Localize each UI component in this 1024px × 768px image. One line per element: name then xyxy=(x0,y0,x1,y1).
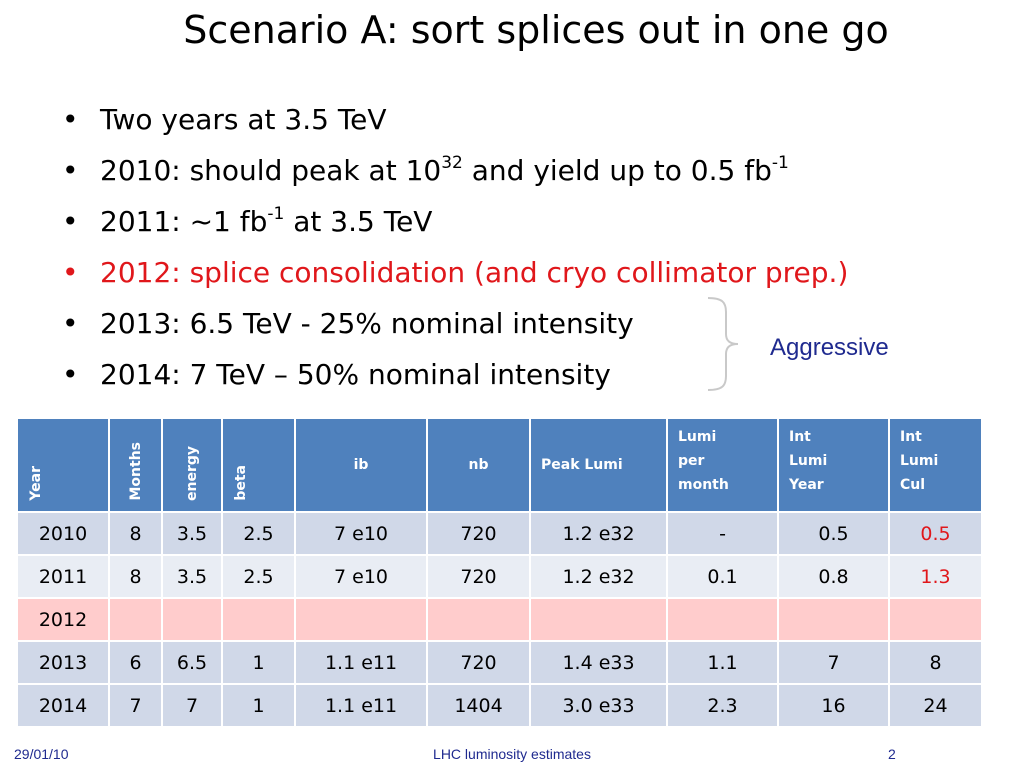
cell-ib xyxy=(294,597,428,642)
bullet-text-cont: and yield up to 0.5 fb xyxy=(462,154,772,187)
cell-int-lumi-year xyxy=(777,597,890,642)
footer-title: LHC luminosity estimates xyxy=(433,746,591,762)
cell-ib: 1.1 e11 xyxy=(294,640,428,685)
cell-beta: 1 xyxy=(221,640,296,685)
column-header-lumi-per-month: Lumi per month xyxy=(666,417,779,513)
cell-months xyxy=(108,597,163,642)
cell-int-lumi-cul: 8 xyxy=(888,640,983,685)
column-header-energy: energy xyxy=(161,417,223,513)
cell-months: 6 xyxy=(108,640,163,685)
bullet-text: 2011: ~1 fb xyxy=(100,205,268,238)
cell-months: 7 xyxy=(108,683,163,728)
column-header-beta: beta xyxy=(221,417,296,513)
bullet-text: 2012: splice consolidation (and cryo col… xyxy=(100,256,849,289)
cell-peak-lumi: 1.2 e32 xyxy=(529,511,668,556)
table-row: 2013 6 6.5 1 1.1 e11 720 1.4 e33 1.1 7 8 xyxy=(16,640,983,685)
bullet-item: 2013: 6.5 TeV - 25% nominal intensity xyxy=(58,298,958,349)
cell-int-lumi-year: 16 xyxy=(777,683,890,728)
cell-energy xyxy=(161,597,223,642)
cell-ib: 7 e10 xyxy=(294,554,428,599)
column-header-int-lumi-cul: Int Lumi Cul xyxy=(888,417,983,513)
cell-int-lumi-cul: 0.5 xyxy=(888,511,983,556)
page-number: 2 xyxy=(888,746,896,762)
cell-year: 2010 xyxy=(16,511,110,556)
table-row: 2010 8 3.5 2.5 7 e10 720 1.2 e32 - 0.5 0… xyxy=(16,511,983,556)
cell-beta: 2.5 xyxy=(221,511,296,556)
right-brace-icon xyxy=(707,297,739,391)
cell-nb xyxy=(426,597,531,642)
cell-nb: 1404 xyxy=(426,683,531,728)
column-header-ib: ib xyxy=(294,417,428,513)
cell-peak-lumi: 3.0 e33 xyxy=(529,683,668,728)
table-row: 2014 7 7 1 1.1 e11 1404 3.0 e33 2.3 16 2… xyxy=(16,683,983,728)
cell-beta: 2.5 xyxy=(221,554,296,599)
cell-nb: 720 xyxy=(426,554,531,599)
cell-energy: 3.5 xyxy=(161,554,223,599)
slide-title: Scenario A: sort splices out in one go xyxy=(183,8,889,52)
bullet-item: Two years at 3.5 TeV xyxy=(58,94,958,145)
bullet-superscript: 32 xyxy=(441,153,463,173)
bullet-text: 2013: 6.5 TeV - 25% nominal intensity xyxy=(100,307,634,340)
cell-int-lumi-cul: 24 xyxy=(888,683,983,728)
cell-int-lumi-year: 0.8 xyxy=(777,554,890,599)
table-row-consolidation: 2012 xyxy=(16,597,983,642)
cell-int-lumi-cul xyxy=(888,597,983,642)
bullet-item: 2010: should peak at 1032 and yield up t… xyxy=(58,145,958,196)
cell-year: 2011 xyxy=(16,554,110,599)
cell-ib: 1.1 e11 xyxy=(294,683,428,728)
bullet-superscript: -1 xyxy=(771,153,789,173)
bullet-text-cont: at 3.5 TeV xyxy=(284,205,433,238)
cell-energy: 7 xyxy=(161,683,223,728)
luminosity-table: Year Months energy beta ib nb Peak Lumi … xyxy=(16,417,983,728)
cell-year: 2014 xyxy=(16,683,110,728)
cell-lumi-per-month: 0.1 xyxy=(666,554,779,599)
column-header-year: Year xyxy=(16,417,110,513)
cell-energy: 6.5 xyxy=(161,640,223,685)
column-header-peak-lumi: Peak Lumi xyxy=(529,417,668,513)
cell-int-lumi-cul: 1.3 xyxy=(888,554,983,599)
cell-lumi-per-month xyxy=(666,597,779,642)
bullet-superscript: -1 xyxy=(267,204,285,224)
cell-nb: 720 xyxy=(426,511,531,556)
cell-nb: 720 xyxy=(426,640,531,685)
bullet-text: Two years at 3.5 TeV xyxy=(100,103,387,136)
column-header-months: Months xyxy=(108,417,163,513)
cell-peak-lumi: 1.4 e33 xyxy=(529,640,668,685)
table-row: 2011 8 3.5 2.5 7 e10 720 1.2 e32 0.1 0.8… xyxy=(16,554,983,599)
bullet-list: Two years at 3.5 TeV 2010: should peak a… xyxy=(58,94,958,400)
table-header-row: Year Months energy beta ib nb Peak Lumi … xyxy=(16,417,983,513)
cell-months: 8 xyxy=(108,554,163,599)
brace-label: Aggressive xyxy=(770,334,889,361)
bullet-item: 2014: 7 TeV – 50% nominal intensity xyxy=(58,349,958,400)
cell-ib: 7 e10 xyxy=(294,511,428,556)
footer-date: 29/01/10 xyxy=(14,746,69,762)
column-header-int-lumi-year: Int Lumi Year xyxy=(777,417,890,513)
cell-energy: 3.5 xyxy=(161,511,223,556)
cell-beta: 1 xyxy=(221,683,296,728)
bullet-item: 2011: ~1 fb-1 at 3.5 TeV xyxy=(58,196,958,247)
cell-months: 8 xyxy=(108,511,163,556)
cell-lumi-per-month: 1.1 xyxy=(666,640,779,685)
bullet-text: 2014: 7 TeV – 50% nominal intensity xyxy=(100,358,611,391)
cell-peak-lumi xyxy=(529,597,668,642)
cell-lumi-per-month: - xyxy=(666,511,779,556)
cell-int-lumi-year: 0.5 xyxy=(777,511,890,556)
bullet-item-highlight: 2012: splice consolidation (and cryo col… xyxy=(58,247,958,298)
cell-int-lumi-year: 7 xyxy=(777,640,890,685)
cell-year: 2012 xyxy=(16,597,110,642)
cell-year: 2013 xyxy=(16,640,110,685)
cell-lumi-per-month: 2.3 xyxy=(666,683,779,728)
cell-beta xyxy=(221,597,296,642)
cell-peak-lumi: 1.2 e32 xyxy=(529,554,668,599)
column-header-nb: nb xyxy=(426,417,531,513)
bullet-text: 2010: should peak at 10 xyxy=(100,154,442,187)
